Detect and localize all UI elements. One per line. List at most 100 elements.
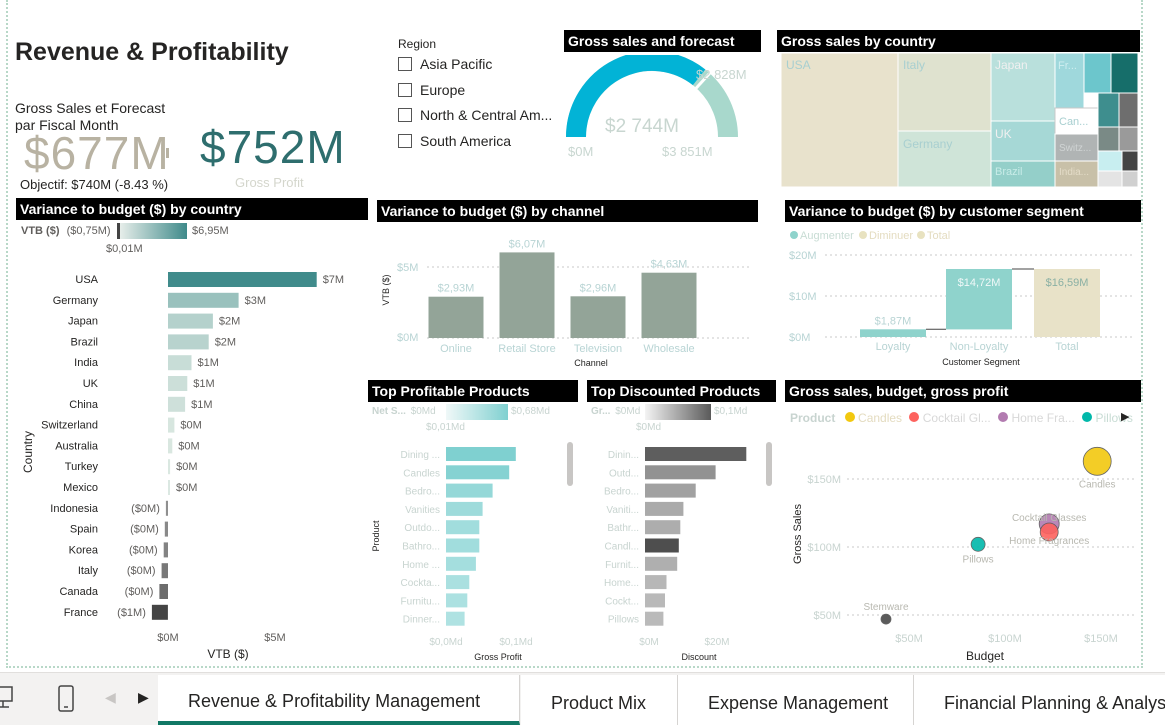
legend-dot-home-fragrances bbox=[998, 412, 1008, 422]
segment-ytick-20m: $20M bbox=[789, 250, 817, 262]
gauge-min-label: $0M bbox=[568, 144, 593, 159]
channel-value-television: $2,96M bbox=[580, 282, 617, 294]
profitable-label-bedro: Bedro... bbox=[405, 487, 440, 498]
profitable-scrollbar[interactable] bbox=[567, 442, 573, 486]
treemap-label-italy: Italy bbox=[903, 58, 925, 72]
country-bar-canada bbox=[159, 584, 168, 599]
treemap-chart[interactable]: USA Italy Germany Japan UK Brazil Fr... … bbox=[781, 53, 1138, 187]
region-slicer-title: Region bbox=[398, 37, 436, 51]
profitable-label-vanities: Vanities bbox=[405, 505, 440, 516]
discounted-bar-cockt bbox=[645, 593, 665, 607]
vtb-segment-chart[interactable]: Augmenter Diminuer Total $20M $10M $0M C… bbox=[785, 226, 1141, 371]
mobile-view-icon[interactable] bbox=[56, 685, 76, 715]
legend-cocktail: Cocktail Gl... bbox=[923, 411, 991, 425]
scatter-label-home-fragrances: Home Fragrances bbox=[1009, 536, 1089, 547]
scatter-header: Gross sales, budget, gross profit bbox=[785, 380, 1141, 402]
segment-label-non-loyalty: Non-Loyalty bbox=[950, 341, 1009, 353]
region-option-asia-pacific[interactable]: Asia Pacific bbox=[398, 56, 492, 72]
channel-label-television: Television bbox=[574, 343, 622, 355]
desktop-view-icon[interactable] bbox=[0, 685, 16, 713]
gauge-header: Gross sales and forecast bbox=[564, 30, 761, 52]
profitable-label-outdo: Outdo... bbox=[404, 523, 440, 534]
legend-total: Total bbox=[927, 230, 950, 242]
legend-mid: $0Md bbox=[636, 422, 661, 433]
treemap-cell-india[interactable] bbox=[1084, 53, 1111, 93]
checkbox[interactable] bbox=[398, 83, 412, 97]
scatter-ytick-100: $100M bbox=[807, 542, 841, 554]
page-title: Revenue & Profitability bbox=[15, 38, 289, 67]
treemap-cell-other-9[interactable] bbox=[1122, 171, 1138, 187]
treemap-cell-usa[interactable] bbox=[781, 53, 898, 187]
region-option-south-america[interactable]: South America bbox=[398, 133, 511, 149]
channel-bar-retail-store bbox=[500, 252, 555, 338]
channel-value-retail-store: $6,07M bbox=[509, 238, 546, 250]
channel-bar-online bbox=[429, 297, 484, 338]
checkbox[interactable] bbox=[398, 108, 412, 122]
discounted-label-bathr: Bathr... bbox=[607, 523, 639, 534]
checkbox[interactable] bbox=[398, 57, 412, 71]
region-option-label: North & Central Am... bbox=[420, 107, 552, 123]
channel-bar-television bbox=[571, 296, 626, 338]
profitable-xtick-1: $0,1Md bbox=[499, 637, 532, 648]
legend-dot-total bbox=[917, 231, 925, 239]
segment-ytick-10m: $10M bbox=[789, 291, 817, 303]
checkbox[interactable] bbox=[398, 134, 412, 148]
discounted-bar-vaniti bbox=[645, 502, 683, 516]
discounted-bar-candl bbox=[645, 539, 679, 553]
country-bar-japan bbox=[168, 314, 213, 329]
vtb-country-chart[interactable]: Country $0M $5M VTB ($) USA $7M Germany $3M… bbox=[16, 262, 368, 667]
country-value-australia: $0M bbox=[178, 440, 199, 452]
tab-revenue-profitability[interactable]: Revenue & Profitability Management bbox=[158, 675, 520, 725]
treemap-cell-china[interactable] bbox=[1111, 53, 1138, 93]
country-label-mexico: Mexico bbox=[63, 482, 98, 494]
legend-max: $0,68Md bbox=[511, 406, 550, 417]
country-label-australia: Australia bbox=[55, 440, 99, 452]
next-page-icon[interactable]: ▶ bbox=[138, 689, 149, 706]
discounted-label-candl: Candl... bbox=[605, 542, 639, 553]
kpi-label-line1: Gross Sales et Forecast bbox=[15, 100, 165, 117]
country-value-china: $1M bbox=[191, 399, 212, 411]
tab-product-mix[interactable]: Product Mix bbox=[521, 675, 678, 725]
region-option-europe[interactable]: Europe bbox=[398, 82, 465, 98]
treemap-cell-other-7[interactable] bbox=[1122, 151, 1138, 171]
treemap-cell-other-5[interactable] bbox=[1119, 127, 1138, 151]
legend-candles: Candles bbox=[858, 411, 902, 425]
country-label-japan: Japan bbox=[68, 316, 98, 328]
country-value-spain: ($0M) bbox=[130, 524, 159, 536]
treemap-header: Gross sales by country bbox=[777, 30, 1140, 52]
legend-label: Net S... bbox=[372, 406, 406, 417]
scatter-label-cocktail-glasses: Cocktail Glasses bbox=[1012, 513, 1086, 524]
discounted-scrollbar[interactable] bbox=[766, 442, 772, 486]
country-bar-australia bbox=[168, 438, 172, 453]
region-option-label: South America bbox=[420, 133, 511, 149]
treemap-cell-other-2[interactable] bbox=[1098, 93, 1119, 127]
gross-sales-value: $677M bbox=[24, 126, 170, 180]
scatter-chart[interactable]: Gross Sales $150M $100M $50M $50M $100M … bbox=[785, 430, 1141, 666]
profitable-bar-vanities bbox=[446, 502, 483, 516]
top-profitable-chart[interactable]: Product $0,0Md $0,1Md Gross Profit Dinin… bbox=[368, 438, 580, 666]
gauge-chart[interactable]: $2 744M $2 828M $0M $3 851M bbox=[560, 55, 760, 165]
legend-label: Gr... bbox=[591, 406, 610, 417]
legend-gradient bbox=[446, 404, 508, 420]
tab-financial-planning[interactable]: Financial Planning & Analysis bbox=[914, 675, 1165, 725]
country-bar-turkey bbox=[168, 459, 170, 474]
tab-expense-management[interactable]: Expense Management bbox=[678, 675, 914, 725]
treemap-cell-other-8[interactable] bbox=[1098, 171, 1122, 187]
vtb-channel-chart[interactable]: VTB ($) $5M $0M Channel $2,93M Online $6,0… bbox=[377, 226, 758, 371]
top-discounted-chart[interactable]: $0M $20M Discount Dinin... Outd... Bedro..… bbox=[587, 438, 777, 666]
profitable-label-cockta: Cockta... bbox=[401, 578, 440, 589]
profitable-label-home: Home ... bbox=[402, 560, 440, 571]
country-bar-india bbox=[168, 355, 192, 370]
region-option-north-central-america[interactable]: North & Central Am... bbox=[398, 107, 552, 123]
treemap-cell-other-6[interactable] bbox=[1098, 151, 1122, 171]
previous-page-icon[interactable]: ◀ bbox=[105, 689, 116, 706]
legend-next-icon[interactable]: ▶ bbox=[1121, 410, 1129, 423]
treemap-cell-other-3[interactable] bbox=[1119, 93, 1138, 127]
country-label-turkey: Turkey bbox=[65, 461, 99, 473]
legend-mid: $0,01M bbox=[106, 243, 143, 255]
treemap-cell-other-4[interactable] bbox=[1098, 127, 1119, 151]
scatter-xtick-50: $50M bbox=[895, 633, 923, 645]
country-value-brazil: $2M bbox=[215, 336, 236, 348]
scatter-xtick-150: $150M bbox=[1084, 633, 1118, 645]
country-label-canada: Canada bbox=[59, 586, 98, 598]
